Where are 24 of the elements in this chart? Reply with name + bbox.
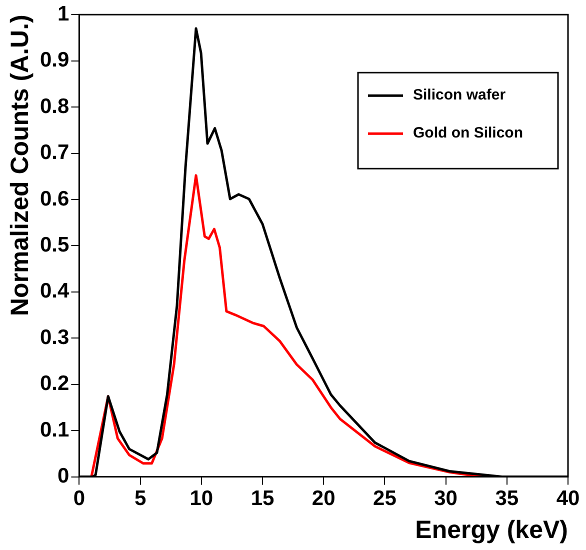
y-tick-label: 0.7: [40, 141, 70, 164]
x-tick-label: 15: [250, 487, 274, 510]
x-tick-label: 20: [312, 487, 336, 510]
y-tick-label: 1: [58, 2, 70, 26]
x-tick-label: 30: [434, 487, 458, 510]
y-tick-label: 0: [58, 464, 70, 488]
x-tick-label: 0: [73, 487, 86, 510]
y-tick-label: 0.8: [40, 94, 70, 118]
legend-label: Gold on Silicon: [413, 124, 523, 142]
y-tick-label: 0.4: [40, 280, 70, 303]
y-tick-label: 0.9: [40, 48, 70, 72]
x-axis-title: Energy (keV): [415, 516, 568, 544]
y-tick-label: 0.3: [40, 326, 70, 349]
x-tick-label: 35: [495, 487, 519, 510]
x-tick-label: 25: [373, 487, 397, 510]
y-tick-label: 0.1: [40, 418, 70, 442]
x-tick-label: 40: [556, 487, 580, 510]
y-tick-label: 0.6: [40, 187, 70, 210]
y-tick-label: 0.5: [40, 233, 70, 256]
x-tick-label: 5: [134, 487, 146, 510]
x-tick-label: 10: [190, 487, 214, 510]
legend-label: Silicon wafer: [413, 86, 506, 104]
y-axis-title: Normalized Counts (A.U.): [6, 14, 34, 316]
y-tick-label: 0.2: [40, 372, 70, 396]
